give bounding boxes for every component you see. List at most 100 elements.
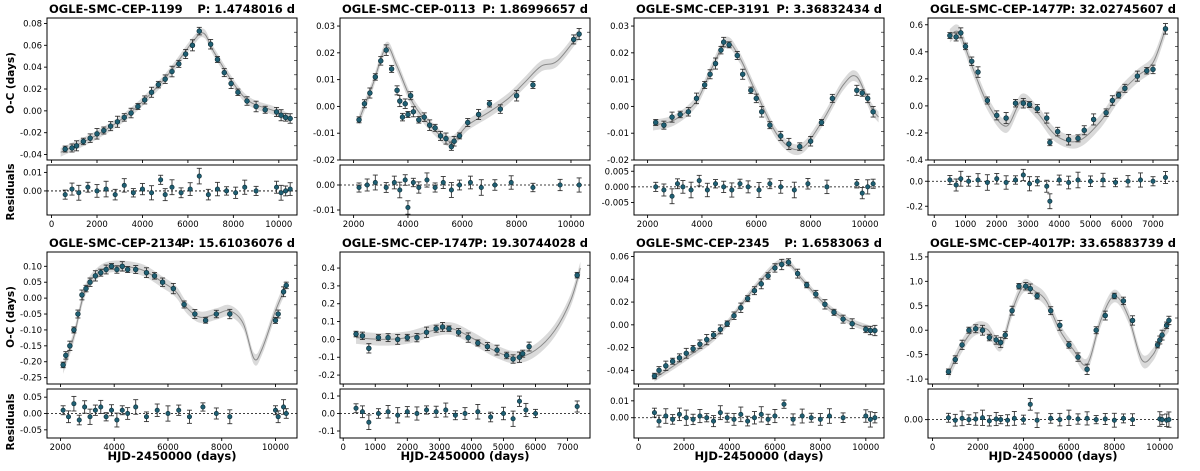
data-marker: [455, 329, 462, 335]
data-marker: [87, 414, 93, 420]
oc-point: [372, 73, 379, 81]
x-tick-label: 2000: [396, 443, 418, 453]
x-tick-label: 0: [636, 443, 641, 453]
data-marker: [178, 190, 184, 196]
residual-point: [799, 408, 805, 424]
data-marker: [108, 263, 115, 270]
residual-point: [576, 177, 582, 193]
oc-point: [669, 111, 675, 123]
data-marker: [1138, 177, 1144, 183]
oc-point: [1115, 91, 1122, 99]
data-marker: [1075, 177, 1081, 183]
x-tick-label: 6000: [157, 443, 179, 453]
residual-point: [1005, 414, 1011, 427]
residual-point: [165, 405, 171, 422]
data-marker: [121, 182, 127, 188]
x-tick-label: 6000: [1058, 443, 1080, 453]
data-marker: [361, 101, 368, 107]
x-tick-label: 2000: [86, 220, 108, 230]
oc-point: [451, 136, 457, 147]
x-tick-label: 8000: [223, 220, 245, 230]
residual-point: [729, 182, 735, 198]
data-marker: [366, 345, 372, 352]
data-marker: [1129, 317, 1136, 324]
data-marker: [765, 273, 771, 279]
residual-point: [973, 412, 979, 426]
oc-point: [359, 331, 366, 341]
oc-point: [570, 34, 577, 45]
y-tick-label: -0.02: [607, 156, 629, 166]
data-marker: [676, 411, 682, 417]
residual-point: [98, 399, 104, 415]
residual-point: [1130, 413, 1136, 426]
oc-point: [710, 331, 717, 340]
oc-point: [1003, 112, 1009, 125]
residual-point: [432, 182, 438, 193]
oc-point: [73, 140, 80, 152]
data-marker: [1027, 401, 1033, 407]
residual-point: [397, 181, 403, 199]
oc-point: [402, 98, 408, 109]
data-marker: [829, 95, 836, 102]
oc-point: [966, 326, 972, 334]
data-marker: [701, 82, 708, 88]
residual-point: [870, 178, 876, 189]
oc-point: [794, 268, 801, 279]
residual-point: [443, 402, 449, 418]
data-marker: [213, 410, 219, 416]
residual-point: [697, 408, 703, 424]
residual-point: [510, 410, 516, 427]
data-marker: [670, 416, 676, 422]
residual-point: [1125, 175, 1131, 188]
residual-point: [523, 402, 529, 418]
y-tick-label: 0.00: [610, 102, 629, 112]
data-marker: [1075, 135, 1081, 142]
residual-point: [452, 410, 458, 421]
oc-point: [87, 133, 93, 143]
data-marker: [503, 352, 510, 359]
residual-point: [103, 180, 109, 198]
data-marker: [867, 416, 873, 422]
oc-point: [864, 93, 871, 104]
data-marker: [824, 184, 830, 190]
data-marker: [227, 311, 233, 317]
data-marker: [272, 407, 278, 413]
data-marker: [653, 184, 659, 190]
oc-point: [176, 59, 182, 68]
data-marker: [397, 187, 403, 193]
residual-point: [395, 407, 401, 424]
oc-point: [676, 353, 683, 363]
oc-point: [872, 324, 878, 337]
data-marker: [169, 68, 175, 75]
oc-point: [693, 92, 700, 105]
data-marker: [683, 415, 689, 421]
oc-point: [159, 277, 166, 287]
data-marker: [169, 184, 175, 190]
oc-point: [526, 341, 532, 352]
data-marker: [421, 114, 427, 120]
oc-point: [443, 132, 449, 145]
data-marker: [62, 146, 68, 152]
res-y-tick-label: 0.000: [605, 183, 629, 193]
data-marker: [797, 143, 803, 150]
data-marker: [148, 89, 155, 95]
residual-point: [186, 409, 192, 424]
x-tick-label: 4000: [691, 220, 713, 230]
data-marker: [457, 182, 463, 188]
oc-point: [726, 41, 732, 49]
data-marker: [778, 133, 784, 139]
data-marker: [375, 334, 382, 341]
data-marker: [1066, 180, 1072, 186]
data-marker: [114, 119, 121, 125]
oc-point: [394, 85, 400, 96]
data-marker: [227, 414, 233, 420]
oc-point: [103, 264, 109, 275]
residual-point: [176, 404, 182, 416]
data-marker: [959, 342, 965, 348]
oc-point: [859, 89, 865, 97]
data-marker: [1113, 180, 1119, 186]
data-marker: [432, 185, 438, 191]
oc-point: [275, 309, 281, 319]
data-marker: [690, 346, 696, 352]
panel-title-star: OGLE-SMC-CEP-0113: [342, 2, 476, 16]
